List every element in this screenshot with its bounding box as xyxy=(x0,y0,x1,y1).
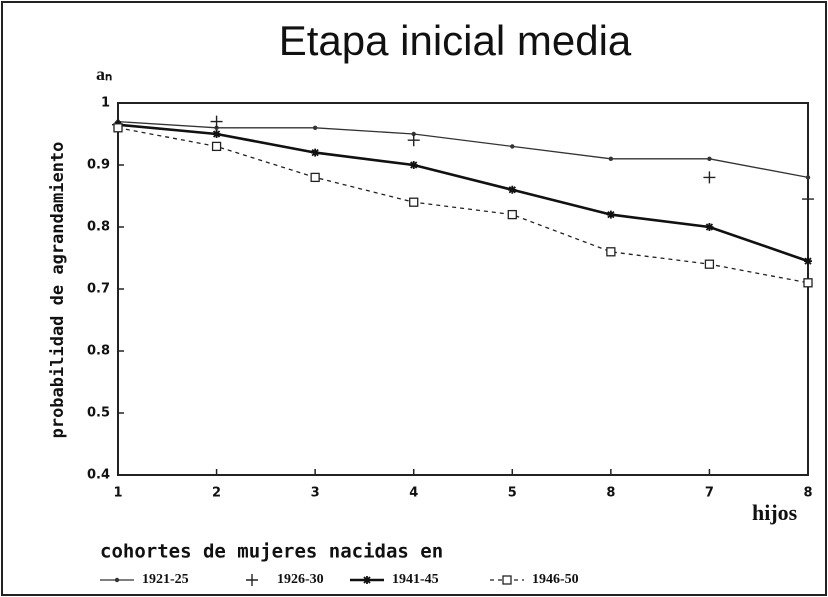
y-tick-label: 1 xyxy=(101,96,110,111)
x-tick-label: 4 xyxy=(409,486,418,501)
legend-item: 1946-50 xyxy=(490,572,579,587)
marker xyxy=(606,210,615,219)
legend-marker xyxy=(114,577,120,583)
marker xyxy=(707,156,712,161)
x-axis-label: hijos xyxy=(752,500,798,525)
marker xyxy=(211,141,222,152)
marker xyxy=(409,197,419,207)
marker xyxy=(212,130,221,138)
marker xyxy=(704,259,715,269)
legend-item: 1926-30 xyxy=(246,572,324,587)
marker xyxy=(407,134,420,147)
legend-label: 1941-45 xyxy=(392,572,439,587)
marker xyxy=(113,123,123,133)
y-tick-label: 0.4 xyxy=(87,468,110,483)
marker xyxy=(507,209,517,220)
legend-title: cohortes de mujeres nacidas en xyxy=(100,541,443,563)
series-line xyxy=(117,120,809,179)
x-tick-label: 1 xyxy=(113,486,122,501)
marker xyxy=(705,223,714,231)
y-axis-label: probabilidad de agrandamiento xyxy=(48,142,68,439)
x-tick-label: 2 xyxy=(212,486,221,501)
marker xyxy=(805,175,811,180)
marker xyxy=(804,257,812,266)
legend-label: 1926-30 xyxy=(277,572,324,587)
series-line xyxy=(117,127,809,284)
legend-marker xyxy=(246,574,258,586)
marker xyxy=(214,125,219,130)
y-tick-label: 0.8 xyxy=(87,344,110,359)
marker xyxy=(606,247,616,257)
marker xyxy=(312,125,318,130)
series-line xyxy=(117,123,809,263)
marker xyxy=(411,131,416,137)
legend-item: 1941-45 xyxy=(350,572,439,587)
legend-label: 1921-25 xyxy=(142,572,189,587)
legend-marker xyxy=(502,575,512,585)
x-tick-label: 3 xyxy=(311,486,320,501)
y-tick-label: 0.5 xyxy=(87,406,110,421)
marker xyxy=(409,161,418,169)
marker xyxy=(311,148,320,157)
x-tick-label: 7 xyxy=(705,486,714,501)
marker xyxy=(510,144,515,149)
y-axis-symbol: aₙ xyxy=(96,64,112,84)
marker xyxy=(210,115,223,128)
x-tick-label: 8 xyxy=(803,486,812,501)
legend-item: 1921-25 xyxy=(100,572,189,587)
x-tick-label: 5 xyxy=(508,486,517,501)
y-tick-label: 0.8 xyxy=(87,220,110,235)
marker xyxy=(608,156,614,161)
marker xyxy=(508,185,517,194)
marker xyxy=(310,172,320,183)
y-tick-label: 0.9 xyxy=(87,158,110,173)
chart-title: Etapa inicial media xyxy=(279,17,632,64)
marker xyxy=(803,278,813,288)
marker xyxy=(802,193,814,206)
marker xyxy=(703,171,716,184)
x-tick-label: 8 xyxy=(606,486,615,501)
legend-marker xyxy=(363,576,371,584)
legend-label: 1946-50 xyxy=(532,572,579,587)
y-tick-label: 0.7 xyxy=(87,282,110,297)
